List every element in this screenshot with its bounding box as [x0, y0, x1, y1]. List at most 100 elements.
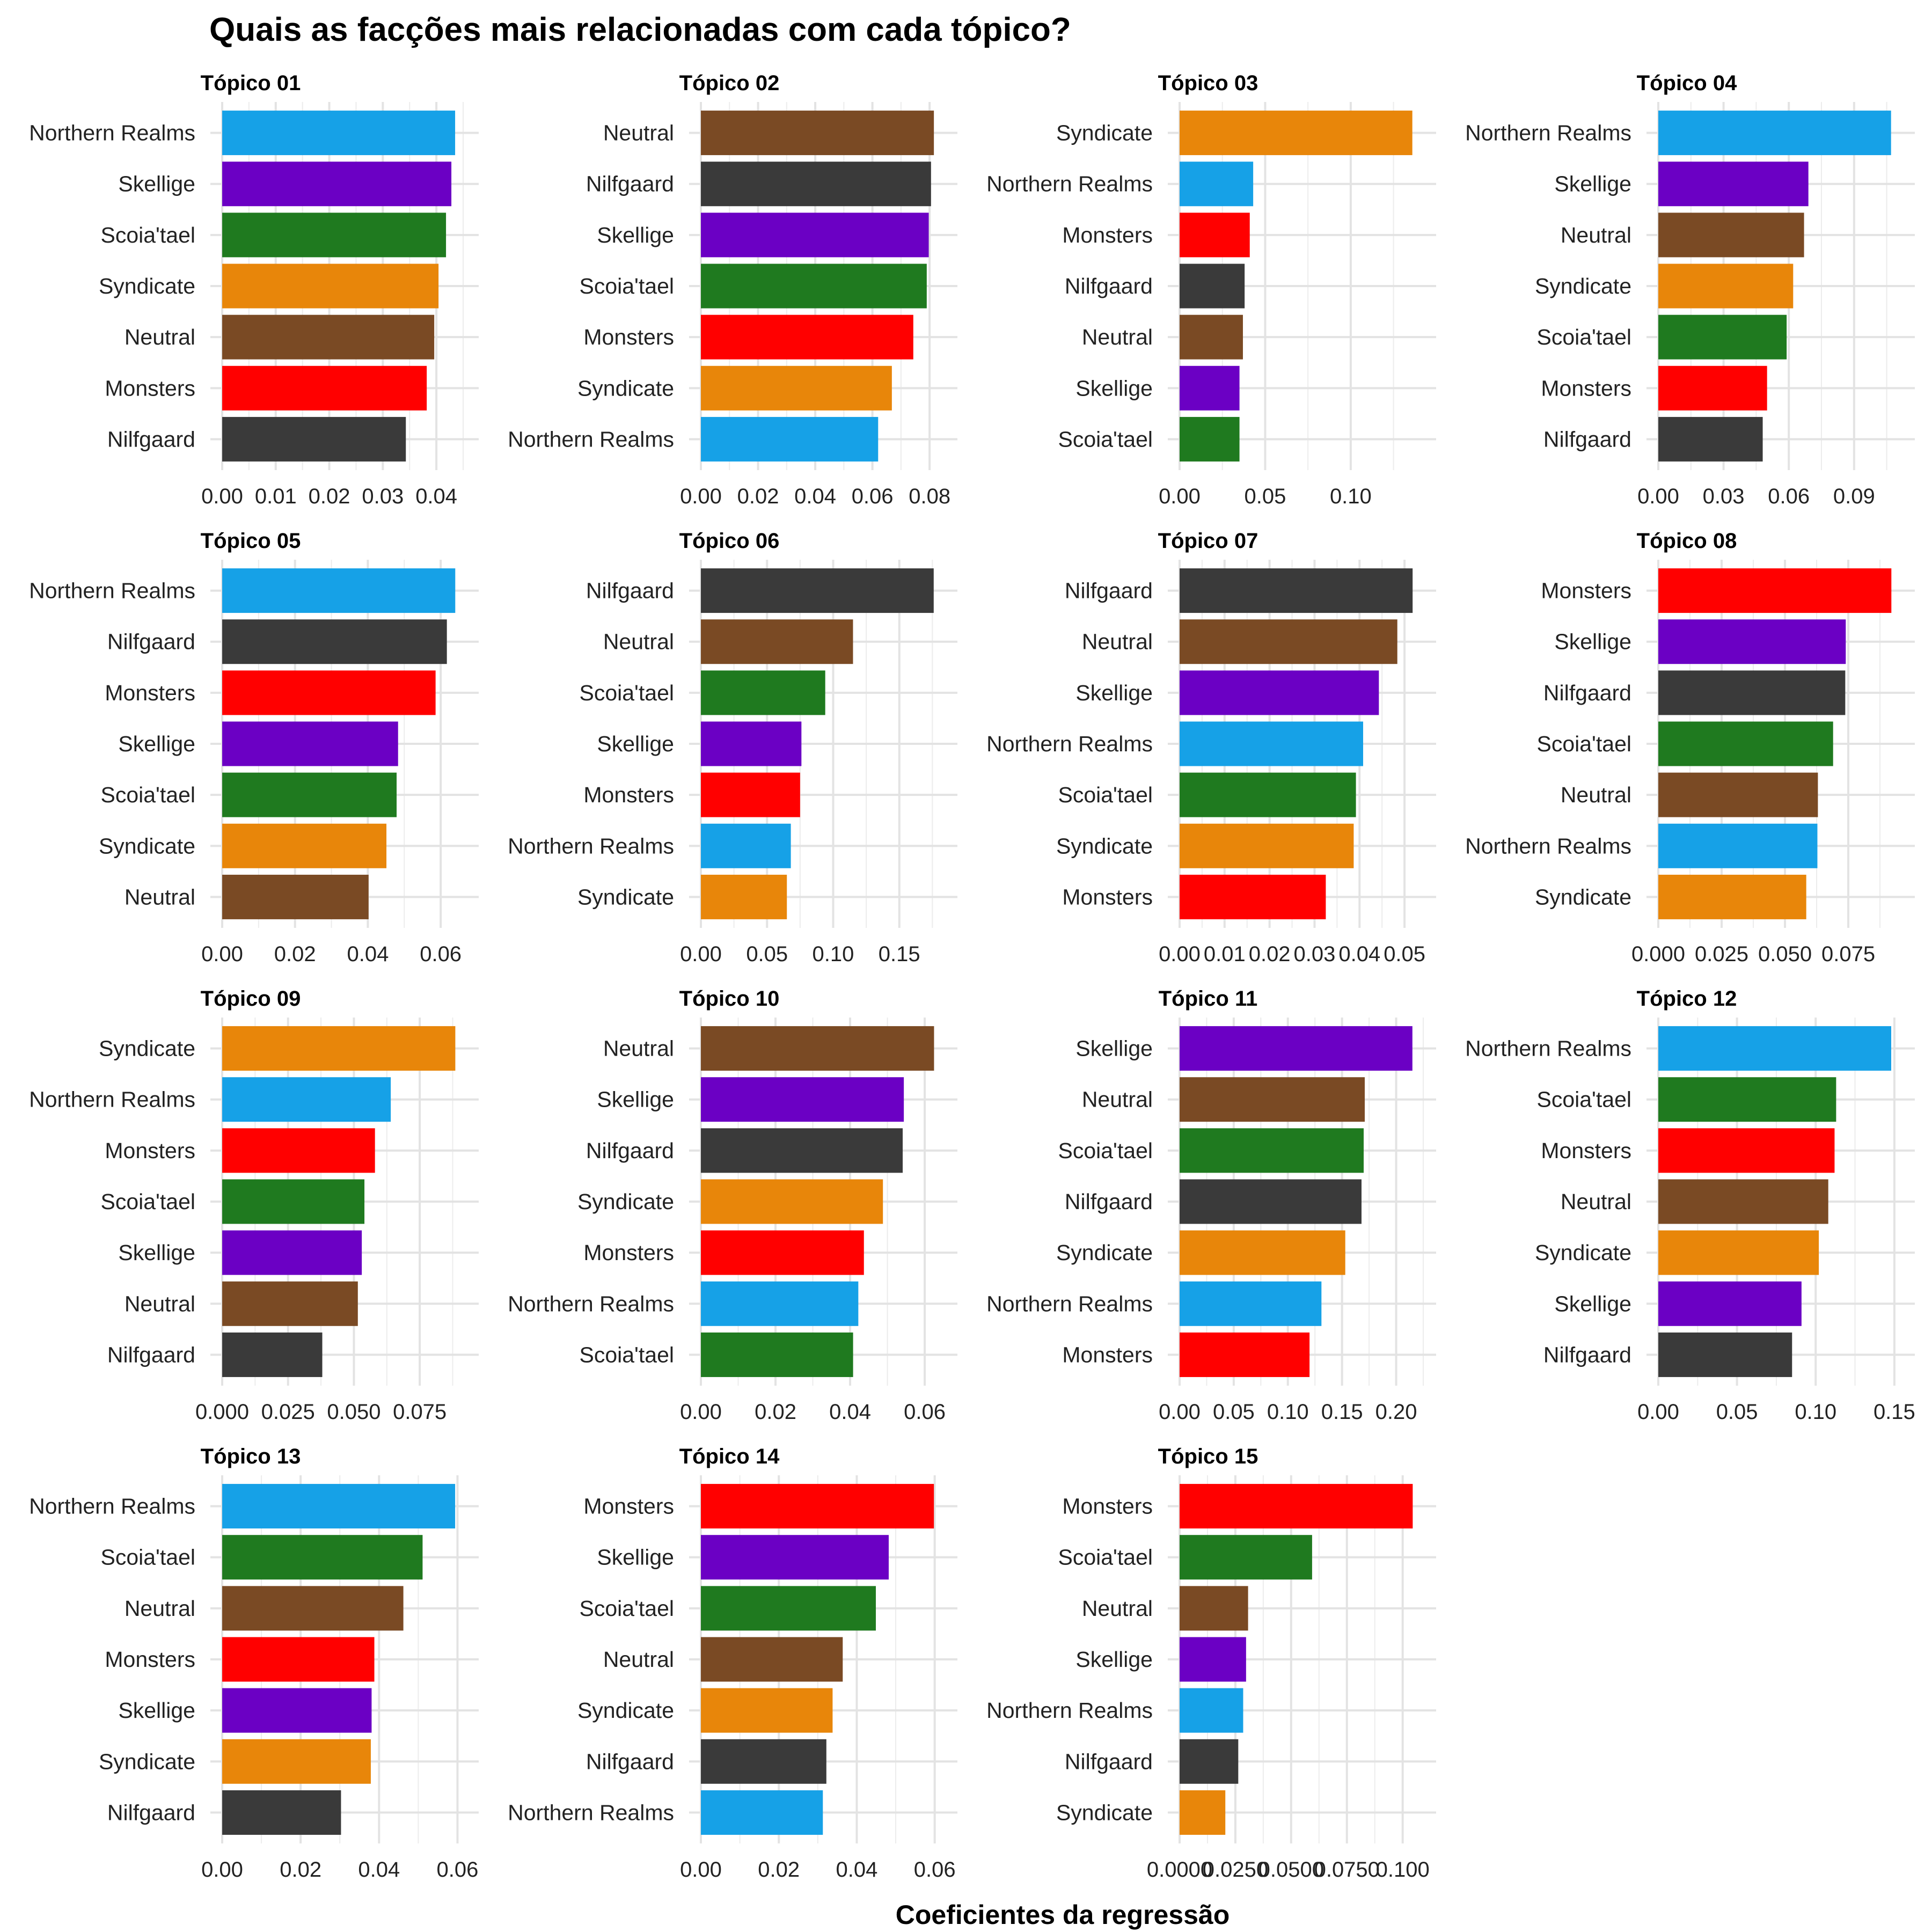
panel-title: Tópico 10 — [679, 987, 780, 1011]
category-label: Neutral — [603, 1647, 674, 1672]
x-tick-label: 0.000 — [195, 1400, 249, 1424]
category-label: Northern Realms — [986, 731, 1153, 756]
bar — [222, 1026, 456, 1071]
x-tick-label: 0.03 — [1703, 485, 1745, 508]
bar — [222, 1077, 391, 1122]
bar — [701, 619, 853, 664]
facet-panel: Skellige Neutral Scoia'tael Nilfgaard Syndic… — [986, 987, 1436, 1424]
bar — [701, 1332, 853, 1377]
bar — [1180, 1586, 1248, 1631]
category-label: Syndicate — [1056, 1800, 1153, 1825]
category-label: Nilfgaard — [586, 1749, 674, 1774]
bar — [701, 1026, 934, 1071]
facet-panel: Nilfgaard Neutral Scoia'tael Skellige Monste… — [508, 529, 957, 966]
category-label: Scoia'tael — [101, 782, 196, 807]
bar — [222, 213, 447, 258]
x-tick-label: 0.02 — [755, 1400, 796, 1424]
category-label: Northern Realms — [1465, 121, 1631, 145]
bar — [222, 1128, 375, 1173]
x-tick-label: 0.01 — [255, 485, 297, 508]
x-tick-label: 0.10 — [1795, 1400, 1836, 1424]
panel-title: Tópico 04 — [1637, 71, 1737, 95]
x-tick-label: 0.00 — [1637, 1400, 1679, 1424]
category-label: Neutral — [125, 884, 195, 909]
category-label: Nilfgaard — [1543, 680, 1631, 705]
bar — [701, 772, 800, 817]
category-label: Scoia'tael — [1058, 1545, 1153, 1570]
category-label: Syndicate — [1056, 121, 1153, 145]
facet-panel: Syndicate Northern Realms Monsters Scoia'ta… — [29, 987, 479, 1424]
facet-panel: Neutral Nilfgaard Skellige Scoia'tael Monste… — [508, 71, 957, 508]
category-label: Skellige — [597, 731, 674, 756]
bar — [1180, 1637, 1246, 1682]
bar — [1180, 619, 1397, 664]
bar — [222, 1637, 375, 1682]
category-label: Northern Realms — [508, 427, 674, 451]
category-label: Scoia'tael — [101, 1545, 196, 1570]
category-label: Monsters — [1062, 1494, 1153, 1519]
bar — [222, 1230, 362, 1275]
category-label: Northern Realms — [29, 121, 195, 145]
category-label: Monsters — [583, 1494, 674, 1519]
category-label: Syndicate — [1056, 833, 1153, 858]
facet-panel: Monsters Skellige Nilfgaard Scoia'tael Neutr… — [1465, 529, 1915, 966]
x-tick-label: 0.025 — [1695, 942, 1748, 966]
category-label: Monsters — [583, 782, 674, 807]
bar — [222, 1688, 372, 1733]
x-tick-label: 0.02 — [309, 485, 350, 508]
category-label: Scoia'tael — [1537, 731, 1632, 756]
category-label: Northern Realms — [986, 1291, 1153, 1316]
category-label: Monsters — [105, 1138, 195, 1163]
bar — [701, 1790, 823, 1835]
x-tick-label: 0.04 — [829, 1400, 871, 1424]
bar — [701, 1535, 889, 1580]
category-label: Scoia'tael — [580, 1342, 675, 1367]
bar — [701, 213, 929, 258]
category-label: Nilfgaard — [107, 1800, 195, 1825]
bar — [1658, 1128, 1835, 1173]
bar — [222, 721, 398, 766]
facet-panel: Northern Realms Skellige Scoia'tael Syndica… — [29, 71, 479, 508]
bar — [701, 1688, 833, 1733]
bar — [1658, 619, 1846, 664]
x-tick-label: 0.0000 — [1147, 1858, 1212, 1882]
category-label: Northern Realms — [986, 1698, 1153, 1723]
panel-title: Tópico 09 — [201, 987, 301, 1011]
category-label: Nilfgaard — [107, 427, 195, 451]
bar — [701, 1586, 876, 1631]
bar — [1658, 416, 1763, 462]
category-label: Neutral — [125, 1291, 195, 1316]
bar — [1658, 314, 1787, 360]
category-label: Neutral — [125, 325, 195, 349]
chart-title: Quais as facções mais relacionadas com c… — [209, 11, 1071, 48]
category-label: Syndicate — [1535, 884, 1631, 909]
bar — [1658, 264, 1794, 309]
category-label: Syndicate — [577, 884, 674, 909]
bar — [1180, 1332, 1310, 1377]
category-label: Monsters — [105, 1647, 195, 1672]
category-label: Skellige — [1075, 680, 1153, 705]
bar — [1658, 1230, 1819, 1275]
category-label: Nilfgaard — [1543, 1342, 1631, 1367]
x-tick-label: 0.03 — [1294, 942, 1336, 966]
facet-panel: Nilfgaard Neutral Skellige Northern Realms S… — [986, 529, 1436, 966]
category-label: Monsters — [1541, 579, 1631, 603]
bar — [1180, 1484, 1413, 1529]
category-label: Monsters — [1062, 884, 1153, 909]
category-label: Neutral — [603, 121, 674, 145]
bar — [222, 619, 447, 664]
x-tick-label: 0.04 — [1338, 942, 1380, 966]
x-tick-label: 0.04 — [358, 1858, 400, 1882]
bar — [1180, 365, 1240, 411]
category-label: Scoia'tael — [1537, 325, 1632, 349]
panel-title: Tópico 14 — [679, 1445, 780, 1468]
x-tick-label: 0.02 — [1249, 942, 1291, 966]
category-label: Monsters — [583, 325, 674, 349]
bar — [1180, 416, 1240, 462]
bar — [701, 670, 825, 715]
panel-title: Tópico 08 — [1637, 529, 1737, 553]
facet-panel: Northern Realms Skellige Neutral Syndicate S… — [1465, 71, 1915, 508]
x-tick-label: 0.06 — [1768, 485, 1810, 508]
x-tick-label: 0.00 — [1637, 485, 1679, 508]
bar — [1658, 721, 1833, 766]
